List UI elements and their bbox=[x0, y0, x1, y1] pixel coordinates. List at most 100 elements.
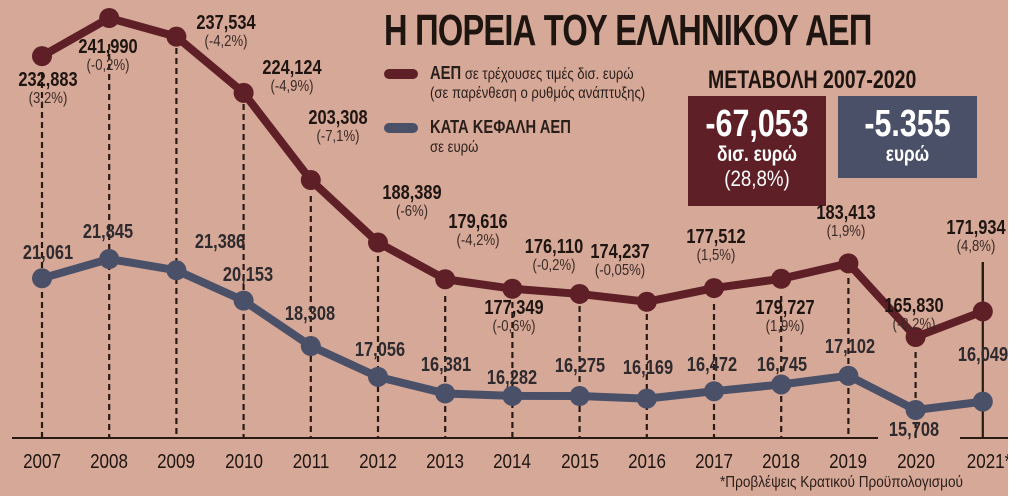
per-capita-data-label: 18,308 bbox=[285, 304, 335, 324]
per-capita-point bbox=[838, 365, 859, 386]
gdp-growth: (-8,2%) bbox=[892, 316, 936, 333]
gdp-data-label: 241,990 (-0,2%) bbox=[78, 37, 137, 75]
year-label: 2009 bbox=[157, 451, 196, 473]
per-capita-data-label: 21,061 bbox=[23, 243, 73, 263]
gdp-value: 165,830 bbox=[884, 295, 944, 317]
gdp-point bbox=[368, 232, 388, 253]
per-capita-point bbox=[905, 400, 926, 420]
per-capita-value: 18,308 bbox=[284, 303, 336, 325]
gdp-data-label: 179,727 (1,9%) bbox=[755, 298, 814, 336]
per-capita-point bbox=[99, 249, 120, 269]
per-capita-point bbox=[502, 385, 523, 406]
per-capita-value: 16,049 bbox=[957, 344, 1008, 366]
per-capita-data-label: 16,745 bbox=[757, 355, 807, 375]
gdp-growth: (-0,2%) bbox=[86, 57, 130, 74]
per-capita-value: 21,061 bbox=[22, 242, 74, 264]
gdp-growth: (-4,2%) bbox=[204, 33, 248, 50]
per-capita-value: 16,381 bbox=[420, 354, 472, 376]
gdp-growth: (-4,2%) bbox=[456, 232, 500, 249]
year-label: 2008 bbox=[90, 451, 129, 473]
per-capita-point bbox=[771, 374, 792, 395]
per-capita-value: 21,845 bbox=[82, 221, 134, 243]
gdp-data-label: 183,413 (1,9%) bbox=[816, 203, 875, 241]
per-capita-point bbox=[972, 391, 993, 412]
legend-per-capita-subtext: σε ευρώ bbox=[430, 139, 479, 156]
per-capita-point bbox=[636, 388, 657, 409]
gdp-growth: (1,9%) bbox=[765, 318, 805, 335]
per-capita-value: 16,472 bbox=[686, 354, 738, 376]
per-capita-point bbox=[368, 366, 388, 387]
per-capita-value: 16,282 bbox=[486, 367, 538, 389]
per-capita-data-label: 17,102 bbox=[825, 337, 875, 357]
gdp-data-label: 237,534 (-4,2%) bbox=[196, 13, 255, 51]
year-label: 2010 bbox=[224, 451, 263, 473]
gdp-value: 188,389 bbox=[382, 182, 442, 204]
gdp-value: 177,349 bbox=[484, 297, 544, 319]
per-capita-point bbox=[435, 383, 456, 404]
per-capita-data-label: 20,153 bbox=[223, 265, 273, 285]
legend-gdp-label: ΑΕΠ bbox=[430, 63, 462, 83]
legend-per-capita-swatch-icon bbox=[384, 123, 418, 133]
gdp-point bbox=[99, 8, 120, 28]
gdp-growth: (3,2%) bbox=[28, 90, 68, 107]
gdp-data-label: 177,349 (-0,6%) bbox=[484, 298, 543, 336]
per-capita-change-unit: ευρώ bbox=[885, 143, 930, 166]
gdp-point bbox=[771, 268, 792, 289]
per-capita-data-label: 16,049 bbox=[958, 345, 1008, 365]
per-capita-point bbox=[704, 381, 724, 402]
gdp-data-label: 171,934 (4,8%) bbox=[946, 218, 1005, 256]
chart-title: Η ΠΟΡΕΙΑ ΤΟΥ ΕΛΛΗΝΙΚΟΥ ΑΕΠ bbox=[384, 6, 872, 55]
gdp-growth: (1,9%) bbox=[826, 223, 866, 240]
gdp-growth: (1,5%) bbox=[696, 247, 736, 264]
gdp-value: 241,990 bbox=[78, 36, 138, 58]
year-label: 2018 bbox=[762, 451, 801, 473]
gdp-growth: (-0,05%) bbox=[594, 262, 646, 279]
change-title: ΜΕΤΑΒΟΛΗ 2007-2020 bbox=[708, 66, 917, 94]
per-capita-value: 20,153 bbox=[222, 264, 274, 286]
gdp-value: 177,512 bbox=[686, 226, 746, 248]
gdp-point bbox=[905, 327, 926, 347]
gdp-point bbox=[569, 283, 590, 304]
per-capita-value: 15,708 bbox=[888, 419, 940, 441]
legend-gdp-text: σε τρέχουσες τιμές δισ. ευρώ bbox=[464, 66, 634, 83]
per-capita-point bbox=[233, 290, 254, 311]
gdp-value: 224,124 bbox=[262, 57, 322, 79]
per-capita-data-label: 21,845 bbox=[83, 222, 133, 242]
legend-gdp-swatch-icon bbox=[384, 69, 418, 79]
year-label: 2019 bbox=[829, 451, 868, 473]
legend-per-capita-label: ΚΑΤΑ ΚΕΦΑΛΗ ΑΕΠ bbox=[430, 117, 571, 137]
year-label: 2013 bbox=[426, 451, 465, 473]
per-capita-value: 17,102 bbox=[824, 336, 876, 358]
per-capita-value: 16,745 bbox=[756, 354, 808, 376]
gdp-point bbox=[636, 291, 657, 312]
year-label: 2011 bbox=[292, 451, 330, 473]
gdp-change-box: -67,053 δισ. ευρώ (28,8%) bbox=[688, 96, 826, 206]
gdp-value: 171,934 bbox=[946, 217, 1006, 239]
gdp-point bbox=[704, 278, 724, 299]
gdp-change-unit: δισ. ευρώ bbox=[717, 143, 797, 166]
per-capita-data-label: 15,708 bbox=[889, 420, 939, 440]
year-label: 2016 bbox=[627, 451, 666, 473]
gdp-growth: (4,8%) bbox=[956, 238, 996, 255]
per-capita-change-value: -5.355 bbox=[864, 103, 951, 145]
gdp-point bbox=[838, 253, 859, 274]
gdp-change-value: -67,053 bbox=[705, 103, 809, 145]
gdp-point bbox=[435, 269, 456, 290]
per-capita-data-label: 16,472 bbox=[687, 355, 737, 375]
gdp-value: 179,727 bbox=[755, 297, 815, 319]
year-label: 2007 bbox=[23, 451, 61, 473]
infographic-panel: Η ΠΟΡΕΙΑ ΤΟΥ ΕΛΛΗΝΙΚΟΥ ΑΕΠ ΑΕΠ σε τρέχου… bbox=[0, 0, 1008, 496]
per-capita-value: 16,275 bbox=[554, 355, 606, 377]
year-label: 2020 bbox=[896, 451, 935, 473]
gdp-value: 237,534 bbox=[196, 12, 256, 34]
gdp-value: 176,110 bbox=[524, 236, 584, 258]
gdp-growth: (-7,1%) bbox=[316, 128, 360, 145]
line-chart bbox=[12, 8, 1008, 439]
gdp-point bbox=[32, 46, 52, 67]
per-capita-point bbox=[32, 268, 52, 289]
gdp-data-label: 176,110 (-0,2%) bbox=[525, 237, 583, 275]
year-label: 2012 bbox=[359, 451, 397, 473]
per-capita-data-label: 21,386 bbox=[195, 232, 245, 252]
gdp-data-label: 174,237 (-0,05%) bbox=[590, 242, 649, 280]
per-capita-data-label: 16,381 bbox=[421, 355, 471, 375]
